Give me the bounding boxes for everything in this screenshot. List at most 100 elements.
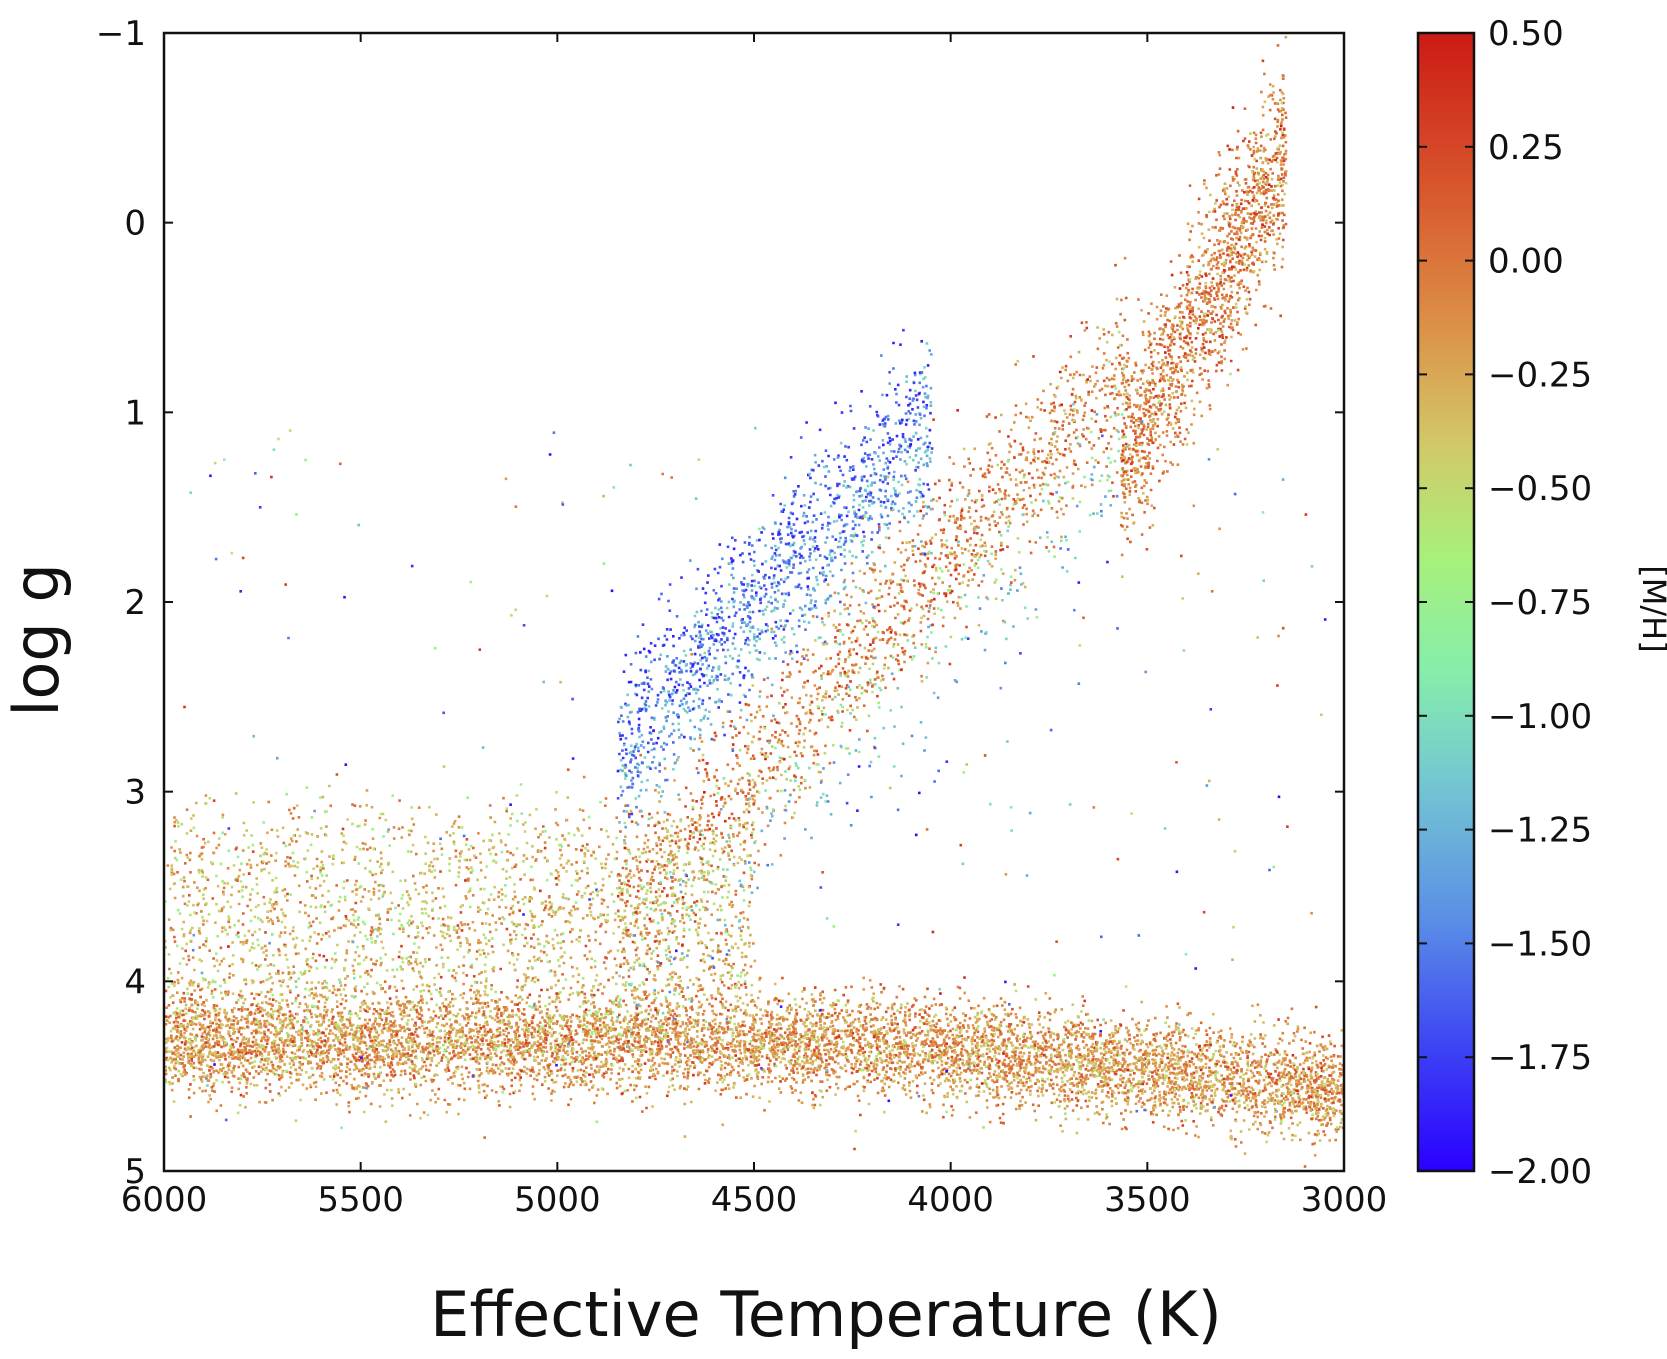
scatter-point-group [169,435,1126,1032]
colorbar-tick-label: −1.75 [1488,1038,1592,1078]
scatter-point-group [251,888,732,1061]
scatter-point-group [658,414,1186,789]
scatter-point-group [1323,618,1327,621]
scatter-point-group [627,388,912,711]
scatter-point-group [252,489,868,738]
scatter-point-group [630,478,895,747]
scatter-point-group [202,144,1325,1110]
scatter-point-group [693,375,1081,894]
scatter-point-group [689,666,693,670]
x-tick-label: 3000 [1301,1180,1388,1220]
scatter-point-group [199,161,1334,1121]
scatter-point-group [431,245,1243,1081]
scatter-point-group [623,106,1235,850]
scatter-point-group [381,378,1238,1103]
y-tick-label: 0 [124,204,146,244]
scatter-point-group [227,457,870,830]
scatter-points [164,35,1344,1168]
scatter-point-group [219,568,1003,1050]
scatter-point-group [887,1099,891,1103]
scatter-point-group [532,460,1079,1008]
scatter-point-group [613,857,617,861]
scatter-point-group [544,830,547,833]
scatter-point-group [211,147,1313,1100]
colorbar [1416,31,1476,1173]
scatter-point-group [586,475,1086,875]
scatter-point-group [305,367,1126,1021]
scatter-point-group [204,437,1094,1080]
scatter-point-group [182,232,1261,1094]
scatter-point-group [570,460,1265,887]
scatter-point-group [170,203,1321,1106]
scatter-point-group [175,108,1333,1122]
scatter-point-group [173,107,1340,1107]
scatter-point-group [892,765,896,768]
scatter-point-group [223,278,1334,1100]
scatter-point-group [194,791,1069,1068]
scatter-point-group [245,178,1298,1104]
scatter-point-group [627,426,971,1068]
scatter-point-group [204,447,1020,1087]
scatter-point-group [371,580,594,1050]
scatter-point-group [448,367,1299,1089]
scatter-point-group [166,480,1070,1078]
scatter-point-group [539,889,542,893]
scatter-point-group [201,114,1265,1106]
scatter-point-group [167,206,1313,1124]
scatter-point-group [395,271,1189,1060]
scatter-point-group [630,419,927,816]
scatter-point-group [621,449,1003,793]
scatter-point-group [192,545,840,937]
colorbar-label: [M/H] [1635,565,1667,652]
scatter-point-group [643,529,1010,958]
scatter-point-group [776,431,1057,991]
scatter-point-group [389,277,1214,1068]
scatter-point-group [775,378,1089,724]
scatter-point-group [748,502,794,607]
scatter-point-group [176,118,1344,1137]
scatter-point-group [713,475,887,660]
scatter-point-group [174,84,1326,1092]
x-tick-label: 5000 [514,1180,601,1220]
colorbar-tick-label: 0.00 [1488,242,1564,282]
scatter-point-group [665,411,844,631]
scatter-point-group [176,179,1270,1113]
scatter-point-group [640,706,701,813]
scatter-point-group [640,534,1103,939]
scatter-point-group [190,464,1150,1102]
scatter-point-group [654,1008,657,1012]
scatter-point-group [183,345,1166,1046]
scatter-point-group [188,136,1332,1116]
scatter-point-group [896,808,900,812]
y-tick-label: 4 [124,962,146,1002]
scatter-point-group [522,624,526,627]
scatter-point-group [305,154,1278,1124]
scatter-point-group [172,188,1304,1106]
scatter-point-group [672,456,1110,920]
scatter-point-group [774,497,880,776]
scatter-point-group [206,91,1275,1095]
scatter-point-group [595,458,1022,892]
scatter-point-group [222,160,1294,1125]
scatter-point-group [843,506,846,509]
scatter-point-group [871,624,874,628]
scatter-point-group [633,402,1075,866]
scatter-point-group [196,859,549,1010]
scatter-point-group [504,513,947,887]
scatter-point-group [731,567,735,570]
scatter-point-group [722,776,726,780]
scatter-point-group [640,377,1093,784]
scatter-point-group [182,176,1280,1094]
scatter-point-group [898,443,901,447]
scatter-point-group [931,606,1027,660]
scatter-point-group [696,395,908,889]
scatter-point-group [247,502,1156,1084]
scatter-point-group [918,791,1179,1033]
scatter-point-group [722,648,725,652]
scatter-point-group [242,184,1283,1098]
scatter-point-group [263,139,1253,1085]
scatter-point-group [412,232,1269,1107]
scatter-point-group [294,633,845,1003]
scatter-point-group [181,125,1290,1092]
scatter-point-group [618,416,923,844]
